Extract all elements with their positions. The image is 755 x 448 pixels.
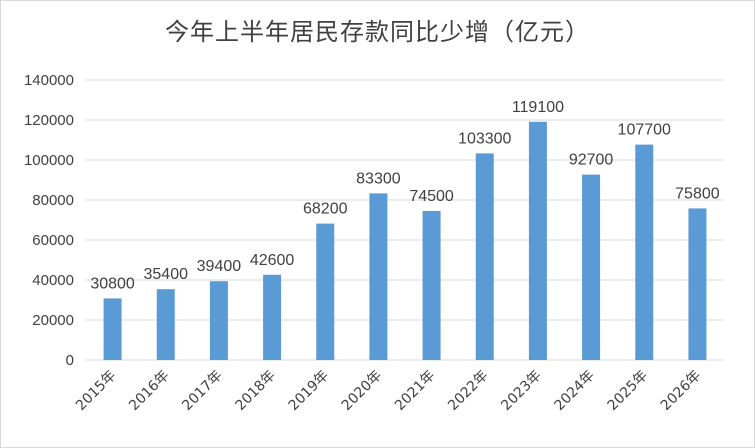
data-label: 83300	[356, 170, 401, 187]
x-tick-label: 2018年	[232, 368, 278, 414]
x-tick-label: 2021年	[392, 368, 438, 414]
bar	[263, 274, 282, 360]
bar	[316, 223, 335, 360]
data-label: 119100	[512, 99, 564, 116]
data-labels: 30800 35400 39400 42600 68200 83300 74500 10330…	[90, 99, 719, 293]
data-label: 103300	[458, 130, 511, 147]
bar	[209, 281, 228, 360]
x-tick-label: 2024年	[551, 368, 597, 414]
x-tick-label: 2022年	[445, 368, 491, 414]
bar	[635, 144, 654, 360]
x-tick-label: 2019年	[286, 368, 332, 414]
y-tick-label: 140000	[24, 72, 74, 89]
x-tick-label: 2023年	[498, 368, 544, 414]
data-label: 75800	[675, 185, 720, 202]
y-tick-label: 80000	[32, 192, 74, 209]
bar	[582, 174, 601, 360]
y-tick-label: 40000	[32, 272, 74, 289]
x-tick-label: 2017年	[179, 368, 225, 414]
y-axis-ticks: 0 20000 40000 60000 80000 100000 120000 140000	[24, 72, 74, 369]
x-tick-label: 2016年	[126, 368, 172, 414]
y-tick-label: 20000	[32, 312, 74, 329]
data-label: 30800	[90, 275, 135, 292]
bars	[103, 121, 707, 360]
bar	[528, 121, 547, 360]
data-label: 68200	[303, 201, 348, 218]
bar	[688, 208, 707, 360]
y-tick-label: 120000	[24, 112, 74, 129]
bar	[422, 211, 441, 360]
y-tick-label: 60000	[32, 232, 74, 249]
x-tick-label: 2020年	[339, 368, 385, 414]
gridlines	[86, 79, 724, 361]
data-label: 39400	[197, 258, 242, 275]
x-tick-label: 2025年	[605, 368, 651, 414]
bar	[475, 153, 494, 360]
x-tick-label: 2026年	[658, 368, 704, 414]
bar	[103, 298, 122, 360]
bar	[369, 193, 388, 360]
data-label: 92700	[569, 152, 614, 169]
bar	[156, 289, 175, 360]
data-label: 74500	[409, 188, 454, 205]
chart-title: 今年上半年居民存款同比少增（亿元）	[165, 18, 590, 46]
x-axis-ticks: 2015年 2016年 2017年 2018年 2019年 2020年 2021年 2022年…	[73, 368, 704, 414]
y-tick-label: 100000	[24, 152, 74, 169]
y-tick-label: 0	[66, 352, 74, 369]
data-label: 42600	[250, 252, 295, 269]
x-tick-label: 2015年	[73, 368, 119, 414]
data-label: 35400	[144, 266, 189, 283]
data-label: 107700	[618, 122, 671, 139]
